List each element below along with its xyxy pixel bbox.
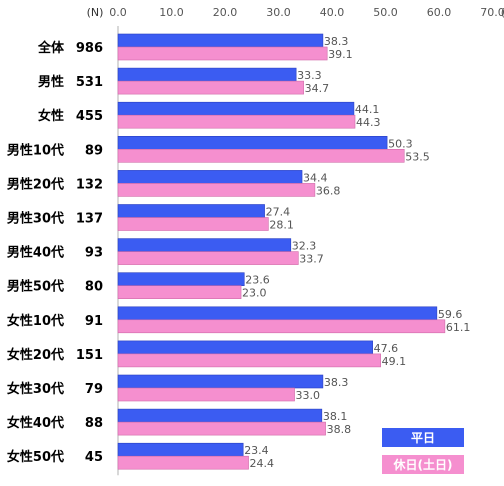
- bar-holiday: [117, 80, 304, 95]
- bar-weekday: [117, 33, 324, 48]
- x-tick-label: 70.0: [480, 6, 504, 19]
- data-label-weekday: 23.6: [245, 274, 270, 287]
- data-label-holiday: 33.0: [296, 389, 321, 402]
- n-value: 455: [76, 109, 103, 124]
- category-label: 女性30代: [7, 381, 64, 397]
- bar-weekday: [117, 272, 245, 287]
- legend-weekday: 平日: [382, 428, 464, 447]
- bar-holiday: [117, 149, 405, 163]
- legend-weekday-label: 平日: [410, 431, 435, 445]
- bar-weekday: [117, 238, 292, 252]
- category-label: 女性: [38, 108, 64, 124]
- data-label-weekday: 33.3: [297, 69, 322, 82]
- bar-holiday: [117, 353, 381, 368]
- n-value: 151: [76, 348, 103, 363]
- data-label-weekday: 27.4: [266, 206, 291, 219]
- x-tick-label: 10.0: [159, 6, 184, 19]
- n-value: 93: [85, 246, 103, 261]
- x-tick-label: 50.0: [373, 6, 398, 19]
- n-value: 88: [85, 416, 103, 431]
- bar-weekday: [117, 101, 355, 116]
- legend-holiday-label: 休日(土日): [393, 458, 453, 472]
- data-label-holiday: 38.8: [327, 423, 352, 436]
- category-label: 女性20代: [7, 347, 64, 363]
- bar-holiday: [117, 251, 299, 265]
- bar-holiday: [117, 387, 295, 402]
- bar-holiday: [117, 319, 446, 334]
- category-label: 全体: [37, 40, 65, 56]
- n-value: 80: [85, 280, 103, 295]
- data-label-holiday: 34.7: [305, 82, 330, 95]
- data-label-weekday: 38.3: [324, 376, 349, 389]
- data-label-weekday: 38.1: [323, 410, 348, 423]
- unit-label: (分): [501, 6, 504, 19]
- data-label-holiday: 39.1: [328, 48, 353, 61]
- x-tick-label: 30.0: [266, 6, 291, 19]
- data-label-holiday: 24.4: [250, 457, 274, 470]
- n-value: 986: [76, 41, 103, 56]
- data-label-weekday: 32.3: [292, 240, 317, 253]
- n-value: 89: [85, 143, 103, 158]
- n-value: 531: [76, 75, 103, 90]
- bar-weekday: [117, 170, 303, 184]
- data-label-weekday: 59.6: [438, 308, 463, 321]
- category-label: 女性10代: [7, 313, 64, 329]
- data-label-weekday: 38.3: [324, 35, 349, 48]
- bar-weekday: [117, 67, 297, 82]
- bar-holiday: [117, 455, 249, 470]
- n-value: 79: [85, 382, 103, 397]
- bar-weekday: [117, 204, 265, 218]
- n-value: 91: [85, 314, 103, 329]
- data-label-holiday: 53.5: [405, 150, 430, 163]
- data-label-weekday: 47.6: [374, 342, 399, 355]
- bar-holiday: [117, 421, 326, 436]
- n-value: 137: [76, 212, 103, 227]
- bar-weekday: [117, 374, 324, 389]
- data-label-holiday: 49.1: [382, 355, 407, 368]
- bar-holiday: [117, 285, 242, 300]
- data-label-holiday: 23.0: [242, 287, 266, 300]
- data-label-weekday: 44.1: [355, 103, 380, 116]
- n-header: (N): [87, 6, 104, 19]
- x-tick-label: 40.0: [320, 6, 345, 19]
- data-label-weekday: 23.4: [244, 444, 269, 457]
- data-label-holiday: 36.8: [316, 184, 341, 197]
- data-label-weekday: 34.4: [303, 171, 328, 184]
- category-label: 男性50代: [7, 279, 64, 295]
- bar-holiday: [117, 46, 328, 61]
- category-label: 女性50代: [7, 449, 64, 465]
- x-tick-label: 20.0: [213, 6, 238, 19]
- category-label: 男性40代: [7, 245, 64, 261]
- data-label-weekday: 50.3: [388, 137, 413, 150]
- category-label: 男性30代: [7, 211, 64, 227]
- category-label: 男性10代: [7, 142, 64, 158]
- legend-holiday: 休日(土日): [382, 455, 464, 474]
- category-label: 女性40代: [7, 415, 64, 431]
- data-label-holiday: 28.1: [269, 219, 294, 232]
- bar-holiday: [117, 183, 316, 197]
- category-label: 男性: [38, 74, 64, 90]
- bar-weekday: [117, 136, 388, 150]
- bar-weekday: [117, 408, 323, 423]
- x-tick-label: 60.0: [427, 6, 452, 19]
- bar-holiday: [117, 114, 356, 129]
- bar-holiday: [117, 217, 269, 231]
- data-label-holiday: 61.1: [446, 321, 471, 334]
- n-value: 45: [85, 450, 103, 465]
- category-label: 男性20代: [7, 176, 64, 192]
- bar-weekday: [117, 306, 438, 321]
- bar-weekday: [117, 442, 244, 457]
- n-value: 132: [76, 177, 103, 192]
- data-label-holiday: 44.3: [356, 116, 381, 129]
- x-tick-label: 0.0: [109, 6, 127, 19]
- data-label-holiday: 33.7: [299, 253, 324, 266]
- bar-weekday: [117, 340, 373, 355]
